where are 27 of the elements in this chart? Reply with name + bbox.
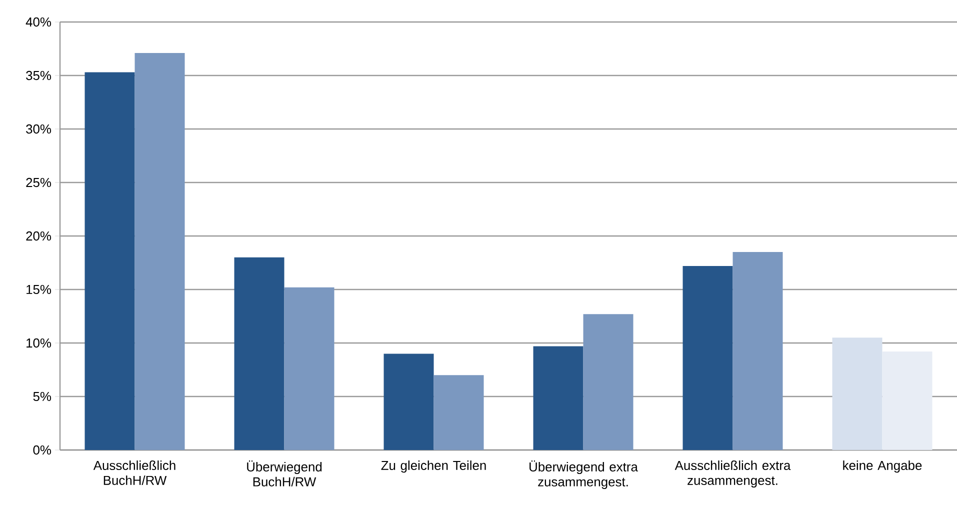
bar [134,53,185,450]
bar [434,375,484,450]
y-tick-label: 25% [26,178,52,188]
x-tick-label: Ausschließlich BuchH/RW [93,460,176,485]
x-tick-label: Zu gleichen Teilen [381,460,486,473]
y-tick-label: 15% [26,284,52,294]
x-tick-label: Überwiegend BuchH/RW [247,460,322,486]
y-tick-label: 20% [26,231,52,241]
bar [882,352,932,450]
bar [682,266,733,450]
bar [284,287,334,450]
y-tick-label: 40% [26,17,52,27]
bar [384,354,434,450]
bar [732,252,783,450]
y-tick-label: 30% [26,124,52,134]
bar [84,72,135,450]
y-tick-label: 10% [26,338,52,348]
x-tick-label: Ausschließlich extra zusammengest. [674,460,791,488]
bar [583,314,634,450]
bar [533,346,584,450]
y-tick-label: 0% [33,445,52,455]
x-tick-label: keine Angabe [843,460,922,473]
y-tick-label: 5% [33,392,52,402]
bar [234,257,284,450]
bar [832,338,882,450]
x-tick-label: Überwiegend extra zusammengest. [530,460,638,489]
y-tick-label: 35% [26,70,52,80]
